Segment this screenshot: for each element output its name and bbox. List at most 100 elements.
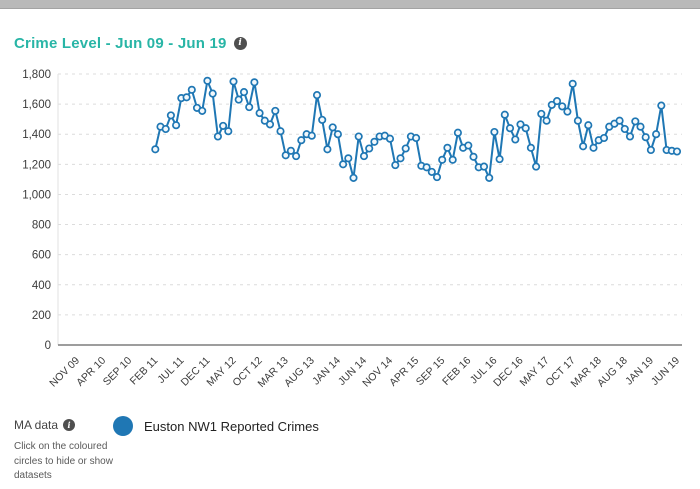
data-point[interactable] — [396, 154, 405, 163]
data-point[interactable] — [652, 130, 661, 139]
data-point[interactable] — [354, 132, 363, 141]
data-point[interactable] — [636, 122, 645, 131]
data-point[interactable] — [532, 162, 541, 171]
data-point[interactable] — [495, 155, 504, 164]
data-point[interactable] — [584, 121, 593, 130]
legend-item-euston[interactable]: Euston NW1 Reported Crimes — [113, 416, 319, 436]
data-point[interactable] — [573, 116, 582, 125]
data-point[interactable] — [521, 124, 530, 133]
data-point[interactable] — [161, 124, 170, 134]
data-point[interactable] — [438, 155, 447, 164]
data-point[interactable] — [245, 103, 254, 112]
horizontal-scrollbar[interactable] — [0, 0, 700, 9]
y-tick-label: 200 — [32, 310, 51, 322]
data-point[interactable] — [370, 137, 379, 146]
data-point[interactable] — [323, 145, 332, 154]
data-point[interactable] — [234, 95, 243, 104]
data-point[interactable] — [526, 143, 535, 152]
data-point[interactable] — [219, 121, 228, 130]
data-point[interactable] — [620, 124, 629, 134]
data-point[interactable] — [297, 136, 306, 145]
legend-hint-text: Click on the coloured circles to hide or… — [14, 441, 113, 481]
data-point[interactable] — [547, 100, 556, 109]
data-point[interactable] — [615, 116, 624, 125]
data-point[interactable] — [255, 109, 264, 118]
data-point[interactable] — [276, 127, 285, 136]
data-point[interactable] — [511, 135, 520, 144]
data-point[interactable] — [401, 144, 410, 153]
data-point[interactable] — [422, 163, 431, 172]
data-point[interactable] — [558, 102, 567, 111]
data-point[interactable] — [213, 132, 222, 141]
data-point[interactable] — [589, 143, 598, 152]
chart-header: Crime Level - Jun 09 - Jun 19 i — [14, 32, 247, 54]
data-point[interactable] — [260, 116, 269, 125]
data-point[interactable] — [631, 117, 640, 126]
data-point[interactable] — [563, 107, 572, 116]
data-point[interactable] — [500, 110, 509, 119]
data-point[interactable] — [412, 133, 421, 143]
ma-data-info-icon[interactable]: i — [63, 419, 76, 431]
data-point[interactable] — [448, 155, 457, 164]
data-point[interactable] — [490, 127, 499, 137]
data-point[interactable] — [166, 111, 175, 120]
data-point[interactable] — [625, 132, 635, 141]
data-point[interactable] — [208, 89, 217, 98]
data-point[interactable] — [339, 160, 348, 169]
data-point[interactable] — [203, 76, 212, 85]
data-point[interactable] — [469, 152, 478, 161]
title-info-icon[interactable]: i — [233, 36, 247, 50]
data-point[interactable] — [427, 167, 436, 176]
data-point[interactable] — [286, 146, 295, 155]
data-point[interactable] — [312, 91, 322, 100]
data-point[interactable] — [641, 133, 650, 142]
data-point[interactable] — [250, 78, 259, 87]
data-point[interactable] — [599, 133, 609, 143]
data-point[interactable] — [646, 145, 655, 155]
data-point[interactable] — [333, 130, 342, 139]
data-point[interactable] — [443, 143, 452, 152]
data-point[interactable] — [229, 77, 238, 86]
data-point[interactable] — [568, 79, 577, 88]
data-point[interactable] — [464, 141, 473, 150]
data-point[interactable] — [505, 124, 515, 133]
data-point[interactable] — [182, 93, 191, 102]
data-point[interactable] — [307, 131, 316, 140]
data-point[interactable] — [385, 134, 395, 143]
data-point[interactable] — [281, 151, 290, 160]
data-point[interactable] — [271, 106, 280, 115]
data-point[interactable] — [151, 145, 160, 154]
data-point[interactable] — [349, 173, 358, 182]
data-point[interactable] — [359, 152, 369, 161]
data-point[interactable] — [485, 173, 494, 182]
legend-circle-icon[interactable] — [113, 416, 133, 436]
data-point[interactable] — [453, 128, 462, 137]
data-point[interactable] — [239, 88, 249, 97]
data-point[interactable] — [552, 97, 562, 106]
y-tick-label: 1,600 — [22, 99, 51, 111]
data-point[interactable] — [344, 154, 353, 163]
data-point[interactable] — [516, 120, 525, 129]
data-point[interactable] — [391, 161, 400, 170]
data-point[interactable] — [318, 115, 327, 124]
y-tick-label: 400 — [32, 280, 51, 292]
x-tick-label: SEP 10 — [101, 355, 135, 389]
data-point[interactable] — [224, 127, 233, 136]
data-point[interactable] — [365, 144, 374, 153]
crime-level-chart[interactable]: 02004006008001,0001,2001,4001,6001,800NO… — [0, 62, 700, 410]
data-point[interactable] — [542, 116, 551, 125]
data-point[interactable] — [187, 85, 196, 94]
data-point[interactable] — [537, 109, 546, 118]
x-tick-label: FEB 11 — [128, 355, 161, 388]
data-point[interactable] — [198, 106, 207, 115]
data-point[interactable] — [265, 120, 275, 129]
data-point[interactable] — [292, 152, 301, 161]
data-point[interactable] — [579, 142, 588, 151]
data-point[interactable] — [479, 162, 489, 171]
data-point[interactable] — [672, 147, 682, 156]
data-point[interactable] — [432, 173, 442, 182]
y-tick-label: 800 — [32, 220, 51, 232]
data-point[interactable] — [328, 123, 337, 132]
data-point[interactable] — [657, 101, 666, 110]
data-point[interactable] — [172, 121, 181, 130]
